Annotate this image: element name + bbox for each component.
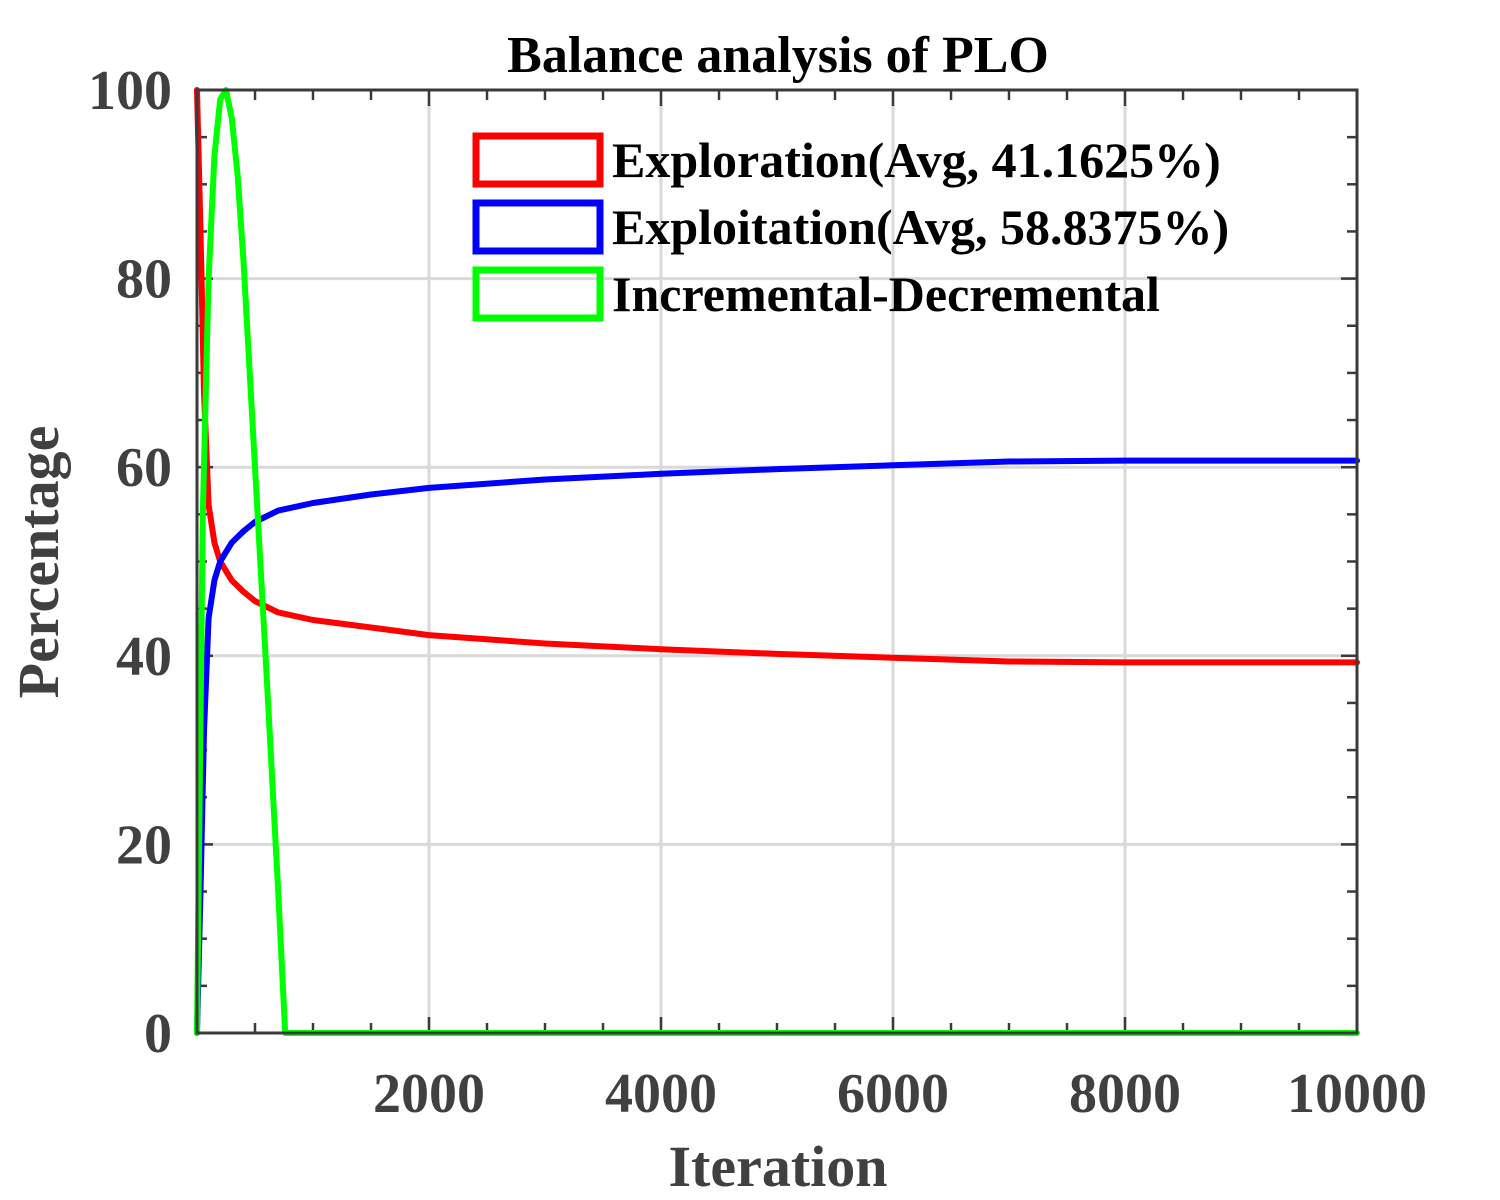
chart-title: Balance analysis of PLO xyxy=(507,27,1049,84)
tick-labels: 2000 4000 6000 8000 10000 0 20 40 60 80 100 xyxy=(88,60,1427,1125)
plot-frame xyxy=(195,88,1359,1035)
x-tick-label: 4000 xyxy=(605,1063,717,1125)
legend-swatch xyxy=(472,266,604,322)
x-tick-label: 8000 xyxy=(1069,1063,1181,1125)
y-tick-label: 20 xyxy=(116,814,172,876)
y-tick-label: 0 xyxy=(144,1003,172,1065)
legend-label: Exploitation(Avg, 58.8375%) xyxy=(612,199,1229,255)
y-tick-label: 40 xyxy=(116,626,172,688)
x-tick-label: 10000 xyxy=(1287,1063,1427,1125)
series-line xyxy=(194,87,1360,666)
x-axis-label: Iteration xyxy=(668,1134,887,1199)
x-tick-label: 6000 xyxy=(837,1063,949,1125)
legend-label: Incremental-Decremental xyxy=(612,266,1160,322)
y-tick-label: 100 xyxy=(88,60,172,122)
y-tick-label: 80 xyxy=(116,249,172,311)
series-line xyxy=(194,457,1360,1036)
y-tick-label: 60 xyxy=(116,437,172,499)
legend-label: Exploration(Avg, 41.1625%) xyxy=(612,132,1221,188)
x-tick-label: 2000 xyxy=(373,1063,485,1125)
y-axis-label: Percentage xyxy=(6,426,71,699)
legend: Exploration(Avg, 41.1625%) Exploitation(A… xyxy=(472,132,1229,322)
legend-swatch xyxy=(472,199,604,255)
legend-swatch xyxy=(472,132,604,188)
